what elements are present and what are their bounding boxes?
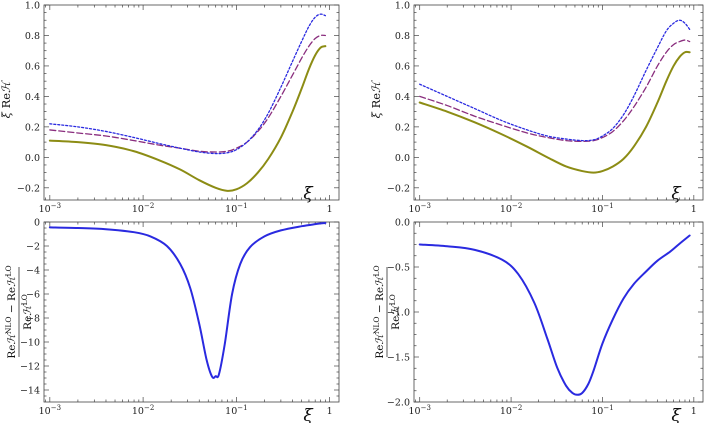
y-tick-label: 0.8 <box>395 31 410 42</box>
plot-area: 10−3 10−2 10−1 10−2−4−6−8−10−12−14 <box>20 218 339 417</box>
x-tick-label: 1 <box>691 406 697 417</box>
series-line-dotted <box>49 13 327 155</box>
y-tick-label: 0.0 <box>395 153 410 164</box>
x-axis-label: ξ <box>671 184 682 204</box>
plot-frame <box>43 4 340 201</box>
x-tick-label: 10−2 <box>132 202 154 215</box>
y-tick-label: 0.6 <box>25 61 40 72</box>
x-tick-label: 10−1 <box>591 202 613 215</box>
y-tick-label: 0.4 <box>395 92 410 103</box>
y-tick-label: −1.5 <box>387 353 410 364</box>
y-axis-label: ReℋNLO − ReℋLO ReℋLO <box>4 265 34 358</box>
y-tick-label: −6 <box>26 290 40 301</box>
plot-area: 10−3 10−2 10−1 1 0.0 −0.5 −1.0 −1.5 −2.0 <box>387 218 703 417</box>
x-tick-label: 1 <box>691 204 697 215</box>
series-line-ratio <box>418 234 691 396</box>
y-tick-label: 1.0 <box>395 1 410 12</box>
x-tick-label: 10−3 <box>39 404 61 417</box>
y-tick-label: 0.0 <box>395 218 410 229</box>
x-tick-label: 10−1 <box>591 404 613 417</box>
y-tick-label: −14 <box>20 386 40 397</box>
svg-text:ReℋLO: ReℋLO <box>20 294 34 330</box>
y-tick-label: −2 <box>26 242 40 253</box>
panel-bottom-left: 10−3 10−2 10−1 10−2−4−6−8−10−12−14 ξ ReℋNLO… <box>4 218 340 423</box>
plot-frame <box>43 221 340 403</box>
y-axis-label: ξ Reℋ <box>369 80 383 118</box>
x-axis-label: ξ <box>303 184 314 204</box>
y-tick-label: 0.2 <box>25 122 40 133</box>
panel-top-right: 10−3 10−2 10−1 1 −0.2 0.0 0.2 0.4 0.6 0.8 1.0 ξ ξ … <box>369 1 704 215</box>
plot-frame <box>413 4 704 201</box>
y-tick-label: 0.6 <box>395 61 410 72</box>
y-tick-label: −12 <box>20 362 40 373</box>
x-tick-label: 10−1 <box>225 202 247 215</box>
x-tick-label: 10−2 <box>132 404 154 417</box>
y-tick-label: −1.0 <box>387 308 410 319</box>
y-axis-label: ReℋNLO − ReℋLO ReℋLO <box>372 265 402 358</box>
y-tick-label: −0.2 <box>17 183 40 194</box>
plot-area: 10−3 10−2 10−1 1 −0.2 0.0 0.2 0.4 0.6 0.8 1.0 <box>17 1 339 215</box>
plot-frame <box>413 221 704 403</box>
svg-text:ReℋLO: ReℋLO <box>388 294 402 330</box>
x-tick-label: 10−3 <box>408 404 430 417</box>
y-tick-label: 0.4 <box>25 92 40 103</box>
series-line-dotted <box>419 19 691 142</box>
y-tick-label: 0.2 <box>395 122 410 133</box>
series-line-dashed <box>419 39 691 142</box>
x-tick-label: 10−2 <box>500 202 522 215</box>
x-axis-label: ξ <box>303 406 314 423</box>
x-tick-label: 10−2 <box>500 404 522 417</box>
y-tick-label: −8 <box>26 314 40 325</box>
y-tick-label: −0.2 <box>387 183 410 194</box>
y-tick-label: −0.5 <box>387 263 410 274</box>
plot-area: 10−3 10−2 10−1 1 −0.2 0.0 0.2 0.4 0.6 0.8 1.0 <box>387 1 703 215</box>
y-tick-label: 0.0 <box>25 153 40 164</box>
y-tick-label: 0 <box>34 218 40 229</box>
y-tick-label: −4 <box>26 266 40 277</box>
y-tick-label: 0.8 <box>25 31 40 42</box>
x-tick-label: 1 <box>327 406 333 417</box>
x-tick-label: 1 <box>327 204 333 215</box>
series-line-solid <box>418 50 691 174</box>
svg-text:ReℋNLO − ReℋLO: ReℋNLO − ReℋLO <box>4 265 18 358</box>
series-line-dashed <box>49 34 327 153</box>
x-axis-label: ξ <box>671 406 682 423</box>
y-axis-label: ξ Reℋ <box>0 80 13 118</box>
y-tick-label: −10 <box>20 338 40 349</box>
series-line-solid <box>48 45 327 192</box>
panel-top-left: 10−3 10−2 10−1 1 −0.2 0.0 0.2 0.4 0.6 0.8 1.0 ξ ξ … <box>0 1 340 215</box>
panel-bottom-right: 10−3 10−2 10−1 1 0.0 −0.5 −1.0 −1.5 −2.0 ξ ReℋNL… <box>372 218 704 423</box>
x-tick-label: 10−3 <box>39 202 61 215</box>
y-tick-label: 1.0 <box>25 1 40 12</box>
series-line-ratio <box>48 221 327 379</box>
svg-text:ReℋNLO − ReℋLO: ReℋNLO − ReℋLO <box>372 265 386 358</box>
x-tick-label: 10−3 <box>408 202 430 215</box>
y-tick-label: −2.0 <box>387 398 410 409</box>
x-tick-label: 10−1 <box>225 404 247 417</box>
